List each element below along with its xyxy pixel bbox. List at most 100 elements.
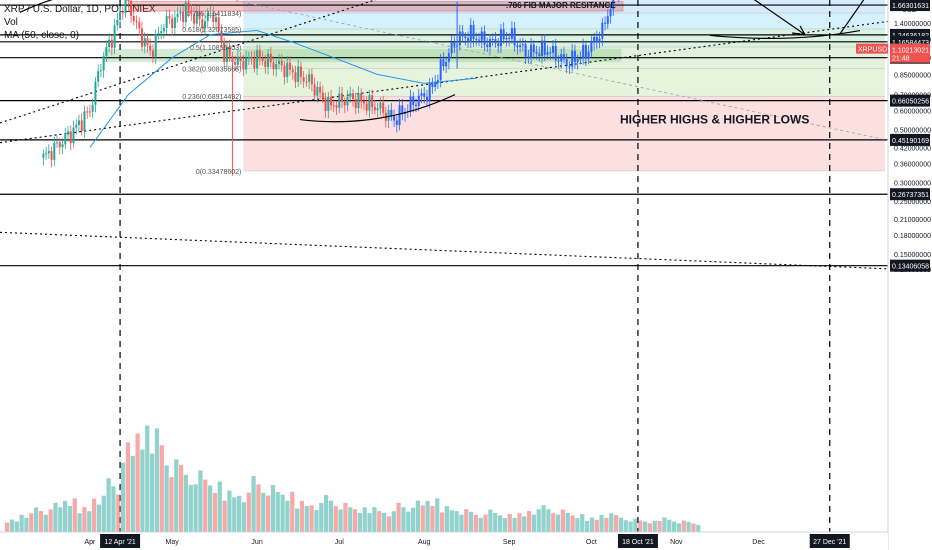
volume-bar [116,494,121,532]
candle-body [590,42,593,52]
volume-bar [459,514,464,532]
price-tick-label: 0.60000000 [894,109,931,116]
candle-body [135,21,138,23]
volume-bar [575,518,580,532]
candle-body [330,96,333,106]
volume-bar [686,521,691,532]
volume-bar [555,514,561,532]
current-price-tag [890,43,930,63]
candle-body [442,59,445,67]
volume-bar [280,494,285,532]
candle-body [475,39,478,41]
volume-bar [227,490,232,532]
fib-retracement-label: 0.618(1.32073585) [182,27,241,34]
candle-body [299,66,302,78]
candle-body [552,45,554,53]
candle-body [571,50,574,67]
volume-bar [439,512,445,532]
volume-bar [246,492,251,532]
candle-body [497,43,500,47]
candle-body [401,105,404,115]
volume-bar [348,507,353,532]
volume-bar [164,465,169,532]
fib-zone [243,28,885,48]
candle-body [288,62,291,70]
candle-body [47,150,50,154]
candle-body [278,60,280,65]
volume-bar [594,519,599,532]
candle-body [108,39,111,48]
volume-bar [691,523,696,532]
candle-body [182,11,185,23]
time-axis [0,532,888,550]
candle-body [168,16,171,19]
candle-body [582,44,585,59]
volume-bar [193,484,198,532]
volume-bar [140,449,145,532]
candle-body [321,92,324,99]
candle-body [338,93,341,108]
candle-body [261,58,264,61]
candle-body [510,28,513,39]
candle-body [291,69,294,73]
fib-retracement-label: 0(0.33478602) [196,169,242,176]
volume-bar [87,511,92,532]
candle-body [127,0,130,1]
candle-body [157,33,160,35]
volume-bar [526,511,532,532]
volume-bar [232,497,237,532]
candle-body [368,95,371,111]
volume-bar [261,492,266,532]
candle-body [236,56,239,65]
candle-body [316,87,319,96]
candle-body [541,40,544,57]
volume-bar [396,502,401,532]
candle-body [258,50,261,59]
candle-body [472,24,475,40]
volume-bar [609,513,614,532]
price-tick-label: 0.30000000 [894,180,931,187]
current-price-label: 1.10213021 [892,48,929,55]
candle-body [335,105,338,108]
candle-body [417,95,420,107]
volume-indicator-label: Vol [4,17,18,28]
candle-body [228,46,231,57]
candle-body [286,62,289,78]
candle-body [319,87,322,93]
volume-bar [551,513,556,532]
volume-bar [111,486,116,532]
candle-body [376,108,379,111]
volume-bar [599,514,604,532]
volume-bar [642,521,648,532]
time-tick-label: Apr [84,539,96,546]
candle-body [464,36,467,39]
volume-bar [638,520,643,532]
date-marker-tag [617,534,658,548]
arc-drawing [19,0,54,13]
candle-body [431,83,434,87]
candle-body [606,16,609,24]
candle-body [141,28,143,47]
candle-body [220,30,223,42]
volume-bar [662,517,667,532]
candle-body [198,11,201,20]
volume-bar [415,500,421,532]
volume-bar [299,500,305,532]
candle-body [80,120,83,132]
volume-bar [343,502,348,532]
volume-bar [207,485,213,532]
candle-body [609,9,612,17]
volume-bar [483,514,488,532]
volume-bar [183,474,189,532]
volume-bar [67,505,73,532]
candle-body [119,12,122,21]
candle-body [121,12,124,14]
candle-body [612,0,615,10]
volume-bar [149,453,155,532]
volume-bar [120,462,126,532]
volume-bar [377,511,382,532]
candle-body [524,44,527,57]
volume-bar [420,505,425,532]
volume-bar [275,492,280,532]
